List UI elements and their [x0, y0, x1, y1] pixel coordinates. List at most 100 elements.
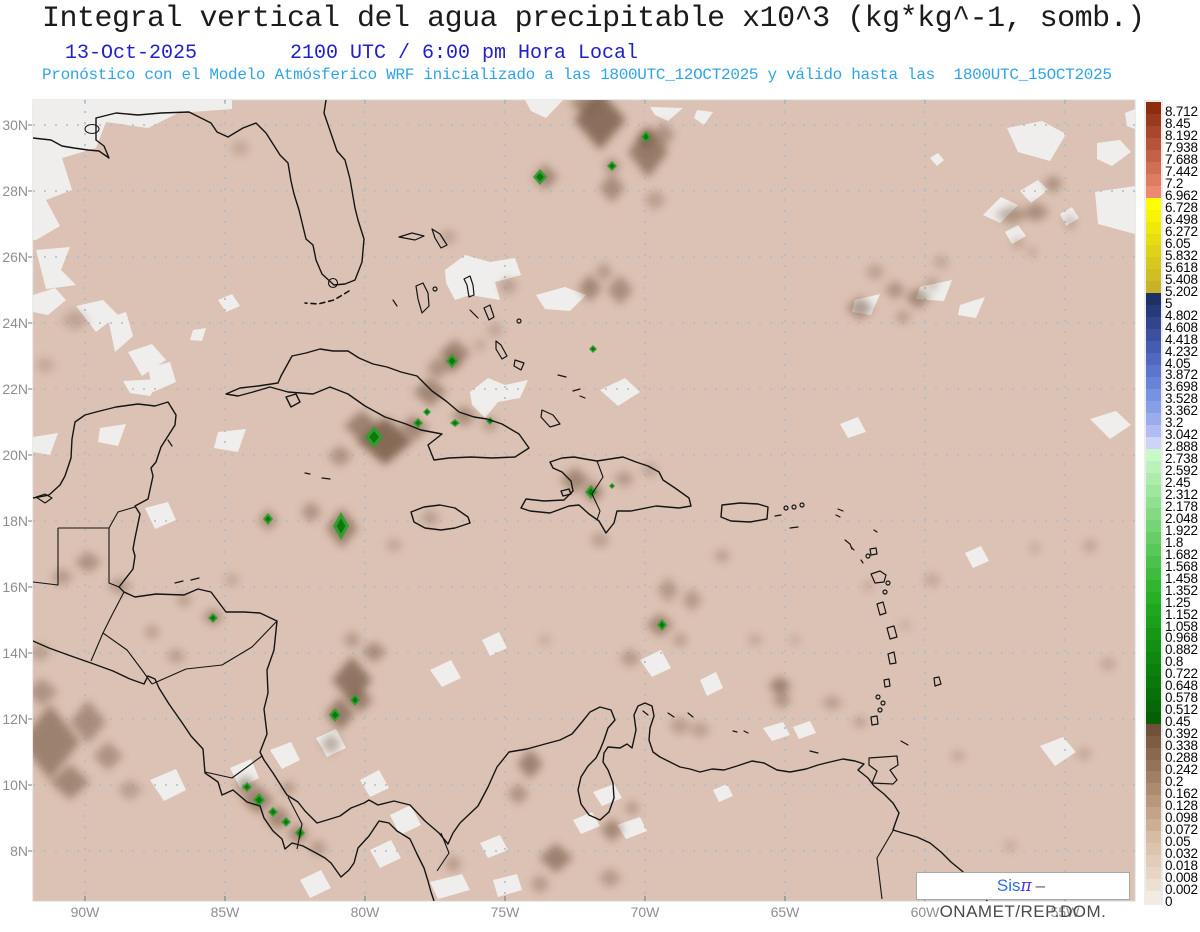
colorbar-label: 2.592	[1165, 463, 1198, 479]
colorbar-label: 0.002	[1165, 881, 1198, 897]
coast-gulf-florida	[33, 100, 365, 286]
colorbar-cell	[1146, 723, 1161, 736]
colorbar-label: 0.882	[1165, 642, 1198, 658]
moisture-blob	[619, 648, 641, 668]
colorbar-cell	[1146, 556, 1161, 569]
zero-value-patch	[108, 312, 133, 352]
moisture-blob	[444, 855, 462, 873]
grand-bahama	[398, 232, 425, 241]
zero-value-patch	[430, 660, 461, 687]
trinidad	[868, 755, 899, 785]
colorbar-label: 0.8	[1165, 654, 1184, 670]
y-axis-label: 10N	[2, 777, 28, 793]
high-value-spot-core	[331, 711, 339, 719]
zero-value-patch	[1005, 225, 1026, 244]
moisture-blob	[538, 633, 552, 647]
high-value-spot-core	[590, 346, 596, 352]
zero-value-patch	[445, 255, 521, 300]
colorbar-label: 6.498	[1165, 212, 1198, 228]
moisture-blob	[641, 462, 659, 478]
colorbar-cell	[1146, 496, 1161, 509]
moisture-blob	[419, 509, 441, 527]
islet-dot	[880, 700, 886, 706]
islet-dots	[432, 286, 891, 713]
guadeloupe	[870, 570, 887, 584]
moisture-blob	[1043, 175, 1063, 193]
zero-value-patch	[640, 650, 671, 677]
x-axis-label: 70W	[630, 904, 660, 920]
moisture-blob	[607, 275, 633, 305]
zero-value-patch	[123, 379, 161, 396]
moisture-blob	[34, 356, 56, 374]
cay-dash	[743, 730, 749, 734]
moisture-blob	[894, 309, 912, 325]
watermark-separator: –	[1035, 876, 1046, 895]
colorbar-label: 0.338	[1165, 738, 1198, 754]
colorbar-label: 4.608	[1165, 319, 1198, 335]
high-value-spot-core	[210, 615, 216, 621]
cay-dash	[642, 710, 649, 716]
zero-value-patch	[76, 300, 118, 332]
colorbar-cell	[1146, 795, 1161, 808]
moisture-blob	[74, 551, 102, 573]
colorbar-cell	[1146, 580, 1161, 593]
zero-value-patch	[390, 805, 421, 835]
colorbar-label: 1.352	[1165, 582, 1198, 598]
high-value-spot-core	[643, 133, 649, 141]
cat-island	[483, 304, 495, 321]
colorbar-label: 0.128	[1165, 797, 1198, 813]
zero-value-patch	[480, 835, 508, 858]
colorbar-label: 1.25	[1165, 594, 1191, 610]
moisture-blob	[1011, 236, 1025, 250]
zero-value-patch	[700, 672, 723, 696]
moisture-blob	[852, 715, 868, 729]
zero-value-patch	[536, 287, 586, 311]
colorbar-label: 3.528	[1165, 391, 1198, 407]
zero-value-patch	[33, 433, 58, 455]
cay-dash	[809, 750, 819, 754]
high-value-spot-core	[270, 809, 276, 815]
coast-pacific	[33, 640, 435, 901]
moisture-blob	[33, 642, 52, 662]
cay-dash	[190, 577, 200, 581]
valid-datetime-line: 13-Oct-2025 2100 UTC / 6:00 pm Hora Loca…	[0, 42, 1200, 65]
moisture-blob	[300, 501, 322, 523]
moisture-blob	[1075, 747, 1093, 761]
colorbar-label: 2.312	[1165, 487, 1198, 503]
country-borders	[33, 460, 895, 900]
colorbar-cell	[1146, 245, 1161, 258]
colorbar-cell	[1146, 604, 1161, 617]
border-costarica-panama	[287, 796, 303, 850]
high-value-spot-core	[369, 430, 379, 444]
colorbar-label: 7.2	[1165, 176, 1184, 192]
colorbar-cell	[1146, 663, 1161, 676]
zero-value-patch	[360, 770, 389, 797]
zero-value-patch	[1095, 186, 1135, 234]
zero-value-patch	[300, 870, 331, 898]
islet-dot	[885, 580, 891, 586]
moisture-blob	[599, 173, 625, 203]
colorbar-cell	[1146, 891, 1161, 903]
colorbar-cell	[1146, 388, 1161, 401]
colorbar-cell	[1146, 855, 1161, 868]
y-axis-label: 14N	[2, 645, 28, 661]
moisture-blob	[507, 783, 529, 805]
colorbar-cell	[1146, 185, 1161, 198]
colorbar-cell	[1146, 747, 1161, 760]
colorbar-cell	[1146, 651, 1161, 664]
moisture-blob	[60, 309, 90, 331]
colorbar-label: 5	[1165, 295, 1173, 311]
y-axis-label: 12N	[2, 711, 28, 727]
y-axis-label: 24N	[2, 315, 28, 331]
martinique	[886, 625, 898, 640]
colorbar-label: 8.712	[1165, 104, 1198, 120]
islet-dot	[783, 505, 789, 511]
zero-value-patch	[33, 100, 232, 240]
valid-time: 2100 UTC / 6:00 pm Hora Local	[290, 42, 639, 65]
colorbar-cell	[1146, 867, 1161, 880]
colorbar-label: 4.802	[1165, 307, 1198, 323]
y-axis-label: 30N	[2, 117, 28, 133]
cay-dash	[321, 477, 331, 480]
colorbar-cell	[1146, 424, 1161, 437]
